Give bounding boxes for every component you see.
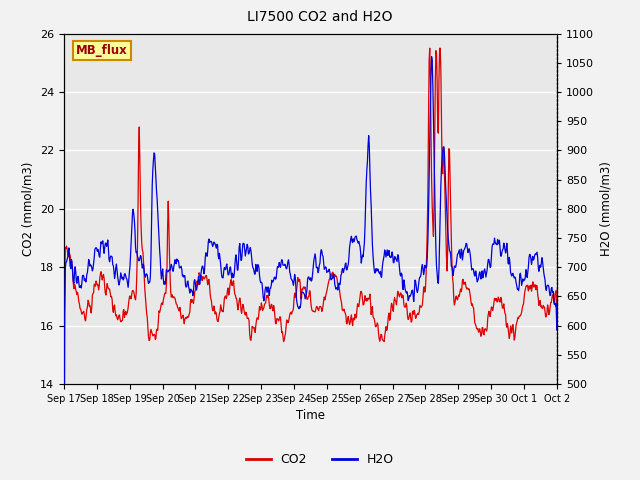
Legend: CO2, H2O: CO2, H2O — [241, 448, 399, 471]
Text: MB_flux: MB_flux — [76, 44, 128, 57]
Y-axis label: H2O (mmol/m3): H2O (mmol/m3) — [600, 161, 612, 256]
Y-axis label: CO2 (mmol/m3): CO2 (mmol/m3) — [22, 162, 35, 256]
Text: LI7500 CO2 and H2O: LI7500 CO2 and H2O — [247, 10, 393, 24]
X-axis label: Time: Time — [296, 409, 325, 422]
